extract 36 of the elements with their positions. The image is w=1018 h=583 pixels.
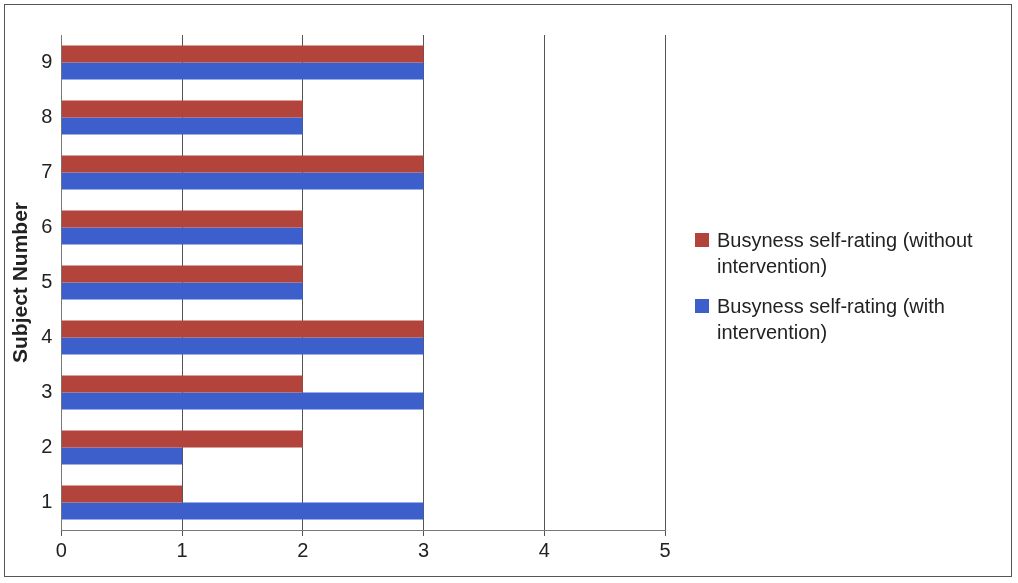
bar <box>61 265 303 283</box>
y-tick-label: 6 <box>41 215 53 238</box>
bar <box>61 62 424 80</box>
bar <box>61 375 303 393</box>
bar <box>61 502 424 520</box>
bar <box>61 320 424 338</box>
y-tick-label: 9 <box>41 50 53 73</box>
legend-label: Busyness self-rating (with intervention) <box>717 294 946 345</box>
bar <box>61 485 183 503</box>
bar <box>61 282 303 300</box>
x-tick-label: 1 <box>176 538 188 561</box>
y-tick-label: 8 <box>41 105 53 128</box>
bar <box>61 155 424 173</box>
bar <box>61 172 424 190</box>
x-tick-label: 5 <box>659 538 671 561</box>
y-tick-label: 4 <box>41 325 53 348</box>
bar <box>61 447 183 465</box>
y-tick-label: 1 <box>41 490 53 513</box>
y-tick-label: 3 <box>41 380 53 403</box>
y-axis-title: Subject Number <box>8 201 32 364</box>
legend-label: Busyness self-rating (without intervention) <box>717 228 974 279</box>
x-tick-label: 0 <box>55 538 67 561</box>
bar <box>61 45 424 63</box>
x-tick-label: 2 <box>297 538 309 561</box>
y-tick-label: 2 <box>41 435 53 458</box>
bar <box>61 430 303 448</box>
bar <box>61 227 303 245</box>
x-tick-label: 4 <box>538 538 550 561</box>
bar <box>61 117 303 135</box>
bar <box>61 392 424 410</box>
bar <box>61 337 424 355</box>
bar <box>61 210 303 228</box>
bar <box>61 100 303 118</box>
y-tick-label: 5 <box>41 270 53 293</box>
y-tick-label: 7 <box>41 160 53 183</box>
x-tick-label: 3 <box>417 538 430 561</box>
